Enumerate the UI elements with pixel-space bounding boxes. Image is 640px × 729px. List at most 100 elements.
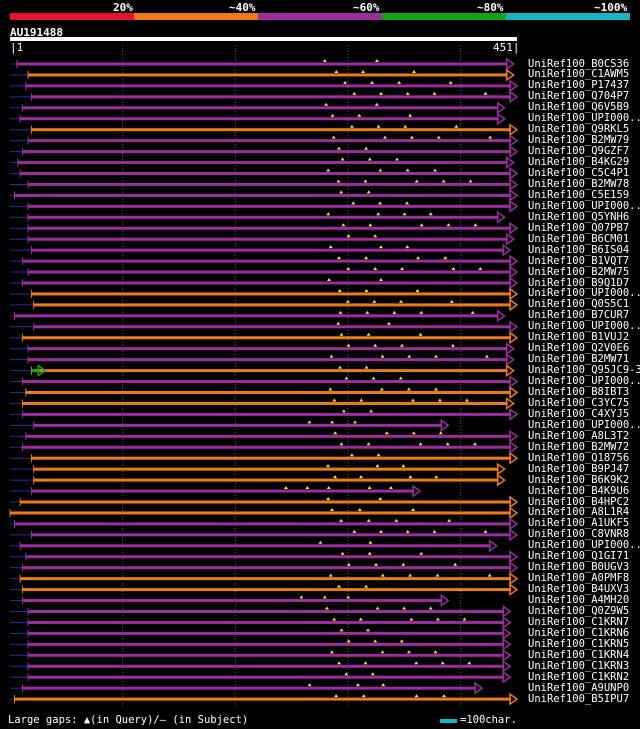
- hit-label[interactable]: UniRef100_C1KRN6: [528, 626, 630, 639]
- gap-marker-icon: [467, 661, 472, 665]
- hit-label[interactable]: UniRef100_C1KRN7: [528, 615, 630, 628]
- gap-marker-icon: [384, 431, 389, 435]
- hit-bar: [20, 117, 499, 121]
- hit-bar: [22, 588, 511, 592]
- hit-arrow: [509, 177, 519, 191]
- hit-label[interactable]: UniRef100_Q5YNH6: [528, 210, 630, 223]
- hit-label[interactable]: UniRef100_B6IS04: [528, 243, 630, 256]
- hit-label[interactable]: UniRef100_A1UKF5: [528, 517, 630, 530]
- hit-label[interactable]: UniRef100_Q9GZF7: [528, 145, 630, 158]
- hit-label[interactable]: UniRef100_Q0S5C1: [528, 298, 630, 311]
- hit-label[interactable]: UniRef100_B4KG29: [528, 156, 630, 169]
- hit-label[interactable]: UniRef100_UPI000..: [528, 199, 640, 212]
- gap-marker-icon: [328, 573, 333, 577]
- hit-label[interactable]: UniRef100_B4K9U6: [528, 484, 630, 497]
- hit-label[interactable]: UniRef100_B0CS36: [528, 57, 630, 70]
- hit-label[interactable]: UniRef100_Q6V5B9: [528, 101, 630, 114]
- hit-label[interactable]: UniRef100_Q9RKL5: [528, 123, 630, 136]
- gap-marker-icon: [364, 365, 369, 369]
- gap-marker-icon: [462, 617, 467, 621]
- hit-label[interactable]: UniRef100_B9PJ47: [528, 462, 630, 475]
- hit-arrow: [509, 254, 519, 268]
- hit-label[interactable]: UniRef100_C8VNR8: [528, 528, 630, 541]
- hit-label[interactable]: UniRef100_A8L1R4: [528, 506, 630, 519]
- hit-label[interactable]: UniRef100_C1KRN4: [528, 648, 630, 661]
- hit-label[interactable]: UniRef100_Q0Z9W5: [528, 605, 630, 617]
- hit-label[interactable]: UniRef100_C3YC75: [528, 396, 630, 409]
- hit-label[interactable]: UniRef100_B1VUJ2: [528, 331, 630, 344]
- hit-label[interactable]: UniRef100_B2MW78: [528, 177, 630, 190]
- hit-label[interactable]: UniRef100_B7CUR7: [528, 309, 630, 322]
- hit-label[interactable]: UniRef100_Q704P7: [528, 90, 630, 103]
- gap-marker-icon: [340, 551, 345, 555]
- hit-arrow: [412, 484, 422, 498]
- hit-label[interactable]: UniRef100_B2MW72: [528, 440, 630, 453]
- hit-label[interactable]: UniRef100_A8L3T2: [528, 429, 630, 442]
- hit-label[interactable]: UniRef100_C5C4P1: [528, 167, 630, 179]
- hit-arrow: [502, 626, 512, 640]
- gap-marker-icon: [332, 398, 337, 402]
- hit-label[interactable]: UniRef100_UPI000..: [528, 539, 640, 552]
- gap-marker-icon: [392, 310, 397, 314]
- gap-marker-icon: [428, 212, 433, 216]
- hit-label[interactable]: UniRef100_UPI000..: [528, 287, 640, 300]
- query-bar: [10, 37, 517, 41]
- hit-label[interactable]: UniRef100_Q2V0E6: [528, 342, 630, 355]
- gap-marker-icon: [337, 288, 342, 292]
- hit-bar: [33, 423, 443, 427]
- gap-marker-icon: [376, 453, 381, 457]
- gap-marker-icon: [328, 387, 333, 391]
- gap-marker-icon: [415, 288, 420, 292]
- gap-marker-icon: [408, 573, 413, 577]
- hit-label[interactable]: UniRef100_B1VQT7: [528, 254, 630, 267]
- hit-label[interactable]: UniRef100_UPI000..: [528, 320, 640, 333]
- hit-label[interactable]: UniRef100_B9Q1D7: [528, 276, 630, 289]
- hit-label[interactable]: UniRef100_Q18756: [528, 451, 630, 464]
- hit-label[interactable]: UniRef100_B6K9K2: [528, 473, 630, 486]
- hit-arrow: [496, 210, 506, 224]
- hit-label[interactable]: UniRef100_UPI000..: [528, 375, 640, 388]
- gap-marker-icon: [435, 617, 440, 621]
- hit-label[interactable]: UniRef100_C5E159: [528, 188, 630, 201]
- hit-arrow: [502, 670, 512, 684]
- gap-marker-icon: [379, 529, 384, 533]
- hit-label[interactable]: UniRef100_C1KRN2: [528, 670, 630, 683]
- hit-label[interactable]: UniRef100_B4UXV3: [528, 583, 630, 596]
- hit-label[interactable]: UniRef100_Q95JC9-3: [528, 364, 640, 377]
- hit-label[interactable]: UniRef100_C4XYJ5: [528, 407, 630, 420]
- hit-label[interactable]: UniRef100_B6CM01: [528, 232, 630, 245]
- hit-label[interactable]: UniRef100_A4MH20: [528, 594, 630, 607]
- hit-label[interactable]: UniRef100_UPI000..: [528, 418, 640, 431]
- hit-label[interactable]: UniRef100_P17437: [528, 79, 630, 92]
- hit-label[interactable]: UniRef100_B2MW75: [528, 265, 630, 278]
- hit-label[interactable]: UniRef100_B2MW71: [528, 353, 630, 366]
- hit-bar: [31, 292, 511, 296]
- gap-marker-icon: [371, 376, 376, 380]
- hit-label[interactable]: UniRef100_Q1GI71: [528, 550, 630, 563]
- gap-marker-icon: [487, 573, 492, 577]
- hit-arrow: [509, 298, 519, 312]
- hit-label[interactable]: UniRef100_B8IBT3: [528, 386, 630, 398]
- hit-bar: [22, 106, 499, 110]
- gap-marker-icon: [365, 310, 370, 314]
- hit-arrow: [509, 123, 519, 137]
- hit-label[interactable]: UniRef100_B0UGV3: [528, 561, 630, 574]
- hit-arrow: [509, 375, 519, 389]
- hit-bar: [28, 182, 511, 186]
- hit-label[interactable]: UniRef100_A9UNP0: [528, 681, 630, 694]
- hit-label[interactable]: UniRef100_UPI000..: [528, 112, 640, 125]
- gap-marker-icon: [468, 179, 473, 183]
- hit-label[interactable]: UniRef100_C1AWM5: [528, 68, 630, 81]
- hit-label[interactable]: UniRef100_A0PMF8: [528, 572, 630, 585]
- hit-arrow: [496, 101, 506, 115]
- query-id: AU191488: [10, 26, 63, 39]
- hit-label[interactable]: UniRef100_B5IPU7: [528, 692, 630, 705]
- hit-label[interactable]: UniRef100_B2MW79: [528, 134, 630, 147]
- gap-marker-icon: [447, 518, 452, 522]
- hit-label[interactable]: UniRef100_B4HPC2: [528, 495, 630, 508]
- gap-marker-icon: [412, 69, 417, 73]
- hit-label[interactable]: UniRef100_Q07PB7: [528, 221, 630, 234]
- hit-label[interactable]: UniRef100_C1KRN5: [528, 637, 630, 650]
- hit-label[interactable]: UniRef100_C1KRN3: [528, 659, 630, 672]
